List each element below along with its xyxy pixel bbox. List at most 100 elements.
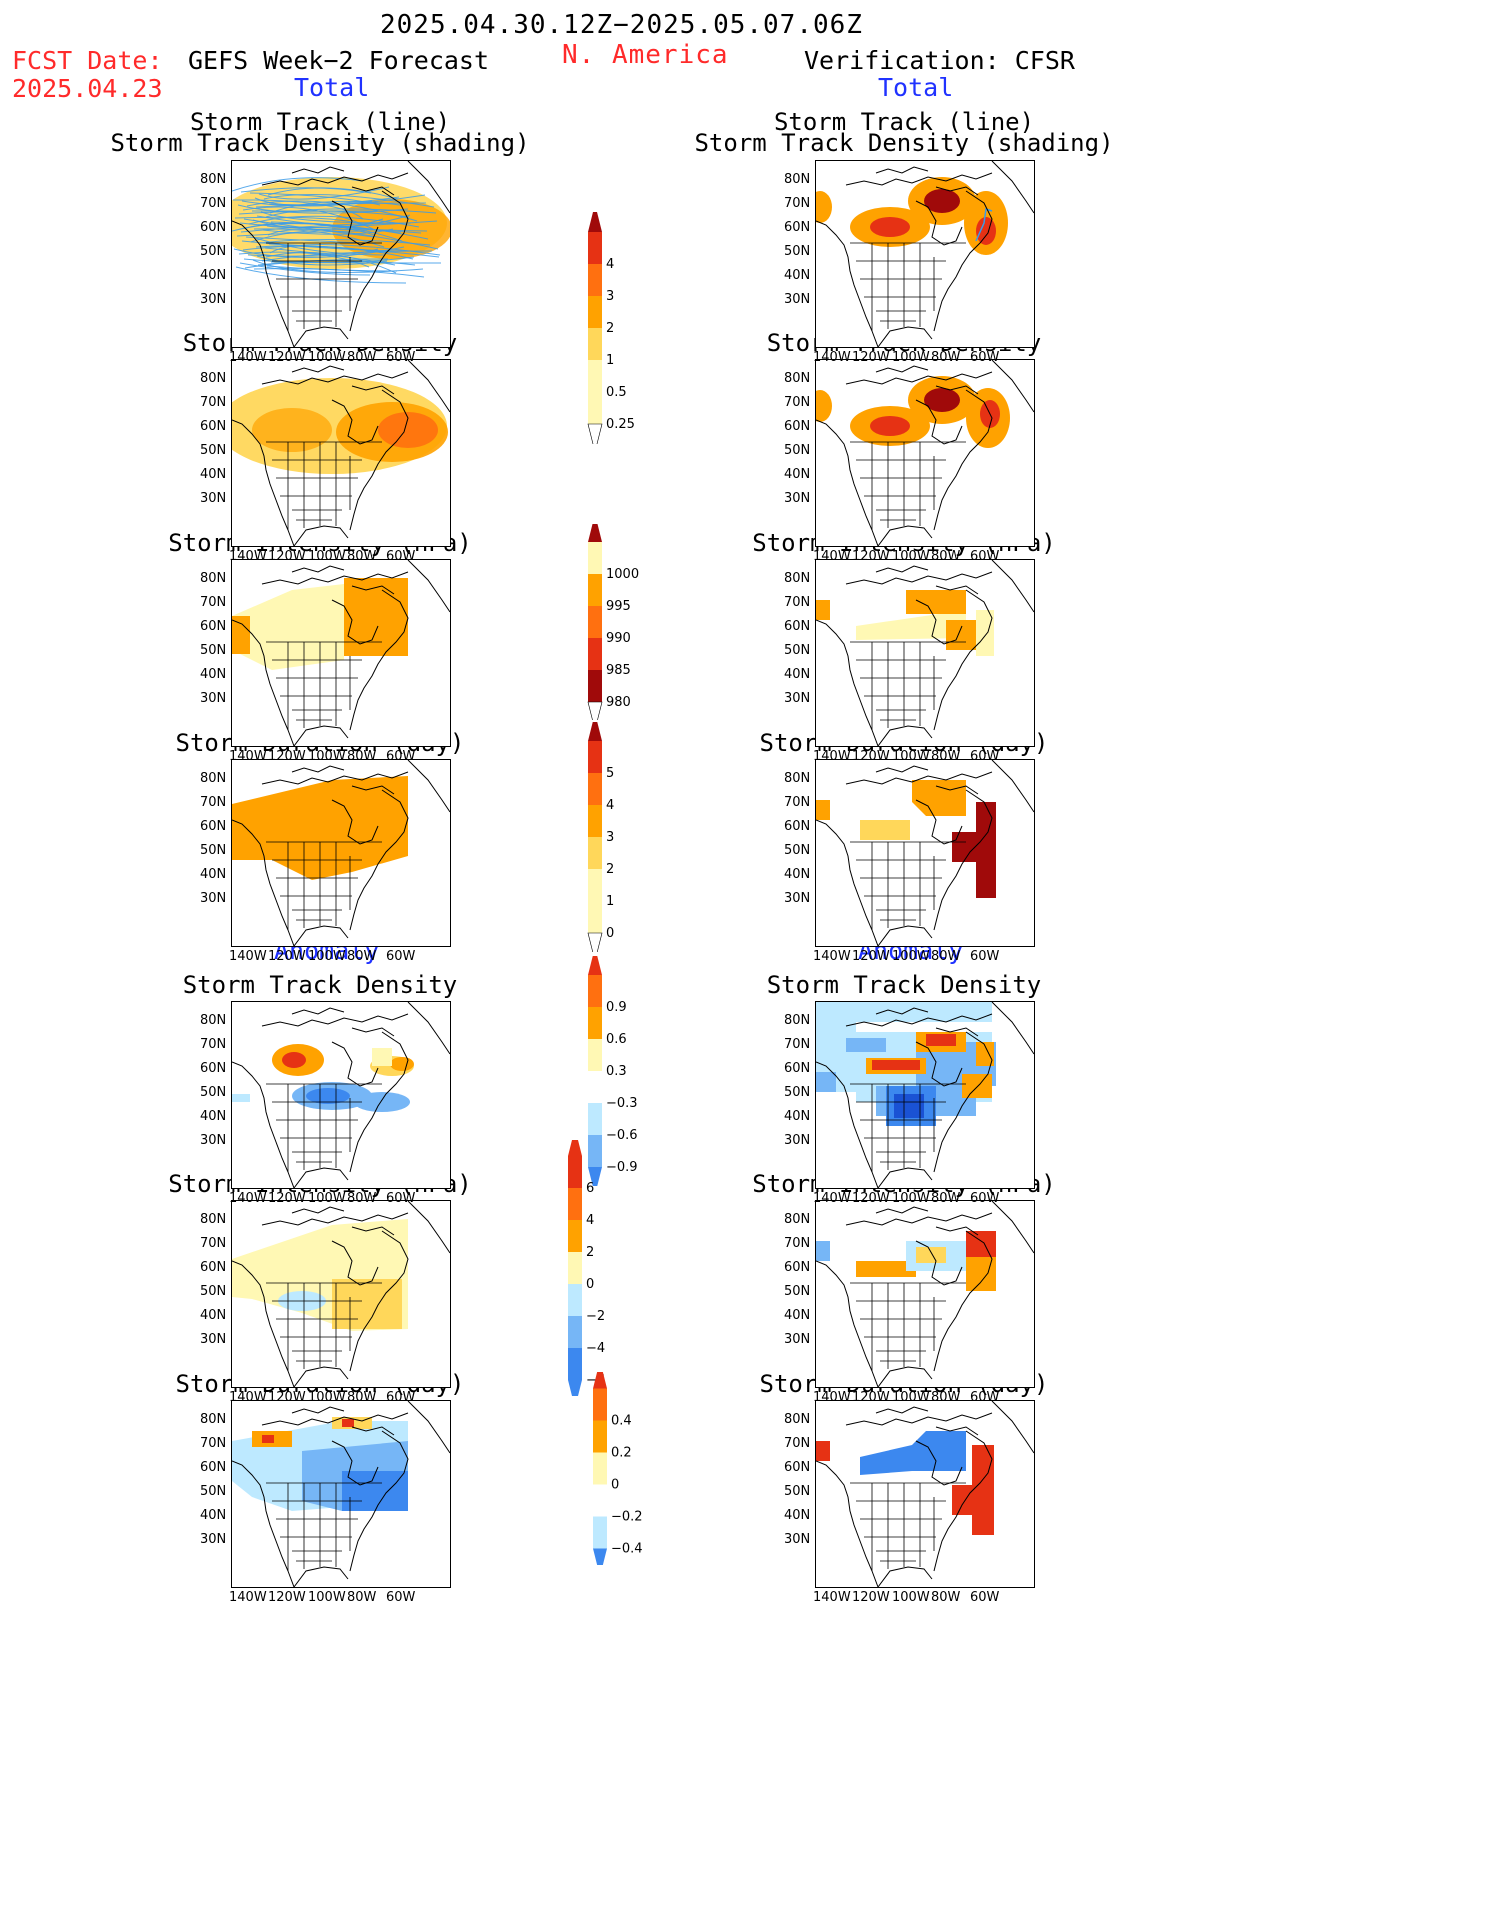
- lat-tick-label: 50N: [200, 843, 227, 858]
- lat-tick-label: 70N: [200, 795, 227, 810]
- lon-tick-label: 60W: [970, 549, 1000, 564]
- lon-tick-label: 140W: [813, 1191, 851, 1206]
- lon-tick-label: 80W: [931, 1390, 961, 1405]
- lat-tick-label: 50N: [784, 1484, 811, 1499]
- lon-tick-label: 80W: [347, 1590, 377, 1605]
- lon-tick-label: 60W: [970, 949, 1000, 964]
- lat-tick-label: 30N: [200, 1532, 227, 1547]
- lat-tick-label: 60N: [200, 1460, 227, 1475]
- lat-tick-label: 30N: [200, 491, 227, 506]
- lon-tick-label: 80W: [347, 1191, 377, 1206]
- colorbar-label: −0.3: [606, 1096, 638, 1111]
- lat-tick-label: 60N: [784, 220, 811, 235]
- lat-tick-label: 60N: [784, 1260, 811, 1275]
- colorbar-arrow-top: [588, 524, 602, 542]
- lat-tick-label: 40N: [784, 1109, 811, 1124]
- lat-tick-label: 30N: [784, 1332, 811, 1347]
- lat-tick-label: 40N: [784, 268, 811, 283]
- lon-tick-label: 120W: [852, 1390, 890, 1405]
- lat-tick-label: 40N: [784, 467, 811, 482]
- lon-tick-label: 80W: [347, 949, 377, 964]
- lat-tick-label: 50N: [784, 1085, 811, 1100]
- lat-tick-label: 70N: [784, 196, 811, 211]
- colorbar-label: 3: [606, 830, 614, 845]
- colorbar-swatch: [588, 901, 602, 933]
- colorbar-swatch: [588, 360, 602, 392]
- lon-tick-label: 100W: [892, 350, 930, 365]
- lon-tick-label: 120W: [268, 350, 306, 365]
- lon-tick-label: 100W: [892, 749, 930, 764]
- colorbar-label: 4: [606, 257, 614, 272]
- lat-tick-label: 50N: [200, 244, 227, 259]
- map-shading: [816, 1201, 1034, 1387]
- right-track-title-2: Storm Track Density (shading): [694, 129, 1114, 157]
- lon-tick-label: 100W: [308, 1590, 346, 1605]
- map-shading: [232, 1401, 450, 1587]
- lon-tick-label: 120W: [852, 949, 890, 964]
- lon-tick-label: 80W: [347, 350, 377, 365]
- lat-tick-label: 60N: [200, 419, 227, 434]
- lat-tick-label: 50N: [200, 1085, 227, 1100]
- colorbar-arrow-bottom: [587, 423, 603, 444]
- map-shading: [232, 760, 450, 946]
- lon-tick-label: 120W: [268, 1390, 306, 1405]
- colorbar-duration-total: 5 4 3 2 1 0: [587, 722, 614, 952]
- lat-tick-label: 70N: [784, 1236, 811, 1251]
- map-fcst-duration: [231, 759, 451, 947]
- lon-tick-label: 120W: [268, 949, 306, 964]
- lat-tick-label: 60N: [200, 619, 227, 634]
- lon-tick-label: 80W: [347, 1390, 377, 1405]
- left-track-title-1: Storm Track (line): [189, 108, 451, 136]
- colorbar-label: 1: [606, 894, 614, 909]
- colorbar-arrow-bottom: [588, 1167, 602, 1186]
- colorbar-label: 990: [606, 631, 631, 646]
- lon-tick-label: 100W: [308, 1390, 346, 1405]
- map-fcst-anom-density: [231, 1001, 451, 1189]
- colorbar-duration-anom: 0.4 0.2 0 −0.2 −0.4: [593, 1372, 643, 1565]
- colorbar-label: 4: [606, 798, 614, 813]
- lat-tick-label: 80N: [784, 1412, 811, 1427]
- map-verif-track: [815, 160, 1035, 348]
- lon-tick-label: 60W: [386, 350, 416, 365]
- colorbar-swatch: [588, 1135, 602, 1167]
- lat-tick-label: 30N: [200, 691, 227, 706]
- lat-tick-label: 40N: [784, 1508, 811, 1523]
- colorbar-label: 985: [606, 663, 631, 678]
- region-title: N. America: [562, 40, 729, 70]
- colorbar-swatch: [568, 1348, 582, 1380]
- colorbar-swatch: [593, 1516, 607, 1549]
- lat-tick-label: 80N: [784, 571, 811, 586]
- map-shading: [232, 1201, 450, 1387]
- lon-tick-label: 140W: [813, 949, 851, 964]
- lon-tick-label: 100W: [308, 350, 346, 365]
- lon-tick-label: 140W: [813, 549, 851, 564]
- colorbar-label: −0.9: [606, 1160, 638, 1175]
- colorbar-swatch: [588, 296, 602, 328]
- colorbar-swatch: [588, 1103, 602, 1135]
- lat-tick-label: 50N: [784, 843, 811, 858]
- lon-tick-label: 80W: [347, 549, 377, 564]
- colorbar-label: −0.6: [606, 1128, 638, 1143]
- lat-tick-label: 60N: [784, 419, 811, 434]
- colorbar-swatch: [568, 1188, 582, 1220]
- map-fcst-anom-duration: [231, 1400, 451, 1588]
- lat-tick-label: 70N: [784, 595, 811, 610]
- fcst-date-value: 2025.04.23: [12, 74, 163, 103]
- lon-tick-label: 80W: [347, 749, 377, 764]
- lat-tick-label: 70N: [784, 795, 811, 810]
- lon-tick-label: 140W: [229, 1191, 267, 1206]
- lon-tick-label: 60W: [970, 1390, 1000, 1405]
- lat-tick-label: 30N: [784, 1532, 811, 1547]
- colorbar-label: 2: [606, 321, 614, 336]
- colorbar-arrow-bottom: [587, 701, 603, 720]
- lon-tick-label: 100W: [308, 749, 346, 764]
- colorbar-label: 0: [606, 926, 614, 941]
- lon-tick-label: 140W: [229, 1590, 267, 1605]
- lon-tick-label: 60W: [386, 1590, 416, 1605]
- colorbar-arrow-top: [588, 722, 602, 741]
- map-verif-anom-duration: [815, 1400, 1035, 1588]
- map-shading: [816, 1401, 1034, 1587]
- colorbar-density-total: 4 3 2 1 0.5 0.25: [587, 212, 635, 444]
- lon-tick-label: 120W: [852, 749, 890, 764]
